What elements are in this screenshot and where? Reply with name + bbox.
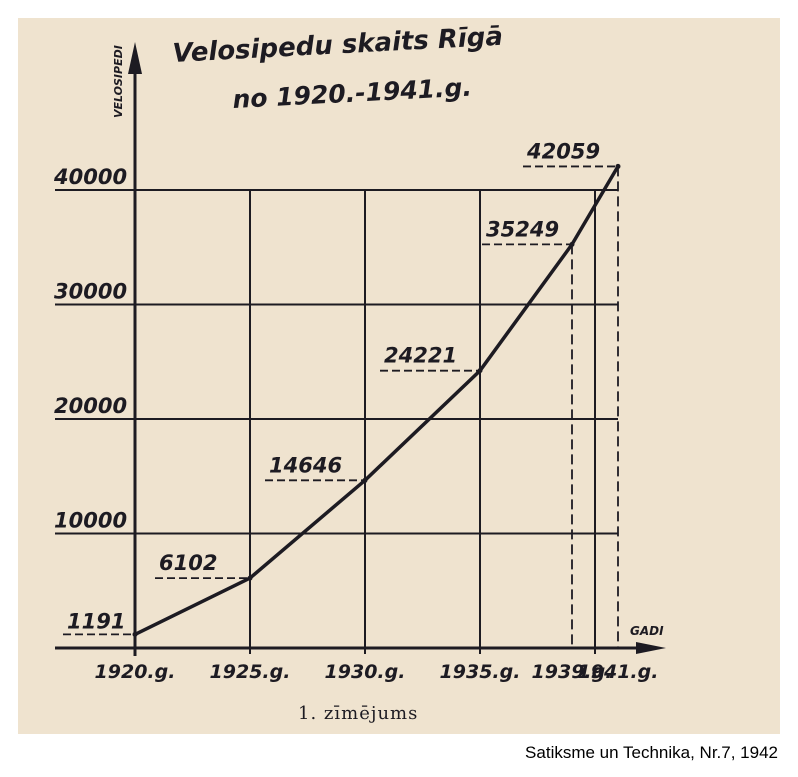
- y-tick-label: 40000: [53, 165, 127, 189]
- data-point: [247, 575, 253, 581]
- axes: [55, 42, 666, 656]
- x-axis-title: GADI: [630, 624, 664, 638]
- x-tick-label: 1935.g.: [440, 661, 521, 683]
- data-label: 42059: [526, 139, 600, 163]
- x-tick-label: 1925.g.: [210, 661, 291, 683]
- chart-subtitle: no 1920.-1941.g.: [232, 72, 473, 114]
- x-tick-label: 1920.g.: [95, 661, 176, 683]
- y-tick-label: 20000: [54, 394, 127, 418]
- data-series: [132, 163, 621, 637]
- data-label: 14646: [269, 453, 342, 477]
- y-axis-title: VELOSIPEDI: [112, 45, 125, 118]
- y-tick-label: 30000: [54, 280, 127, 304]
- grid: [55, 189, 618, 654]
- x-axis-arrow: [636, 642, 666, 654]
- data-label: 1191: [67, 609, 125, 633]
- data-label: 35249: [486, 217, 559, 241]
- chart: 10000 20000 30000 40000 1920.g. 1925.g. 1930.g…: [53, 22, 666, 724]
- data-point: [615, 163, 621, 169]
- data-label: 24221: [384, 344, 457, 368]
- x-tick-label: 1930.g.: [325, 661, 406, 683]
- source-credit: Satiksme un Technika, Nr.7, 1942: [525, 743, 778, 762]
- data-point: [362, 477, 368, 483]
- x-tick-label: 1939.g.: [532, 661, 613, 683]
- scanned-chart: 10000 20000 30000 40000 1920.g. 1925.g. 1930.g…: [18, 18, 780, 734]
- y-axis-arrow: [128, 42, 142, 74]
- data-point: [569, 241, 575, 247]
- data-point: [477, 368, 483, 374]
- series-line: [134, 165, 620, 636]
- data-label: 6102: [159, 551, 217, 575]
- x-tick-label: 1941.g.: [578, 661, 659, 683]
- figure-caption: 1. zīmējums: [298, 703, 418, 724]
- y-tick-label: 10000: [54, 509, 127, 533]
- data-point: [132, 631, 138, 637]
- dashed-guides: [63, 165, 619, 648]
- labels: 10000 20000 30000 40000 1920.g. 1925.g. 1930.g…: [53, 139, 658, 683]
- chart-title: Velosipedu skaits Rīgā: [172, 22, 504, 69]
